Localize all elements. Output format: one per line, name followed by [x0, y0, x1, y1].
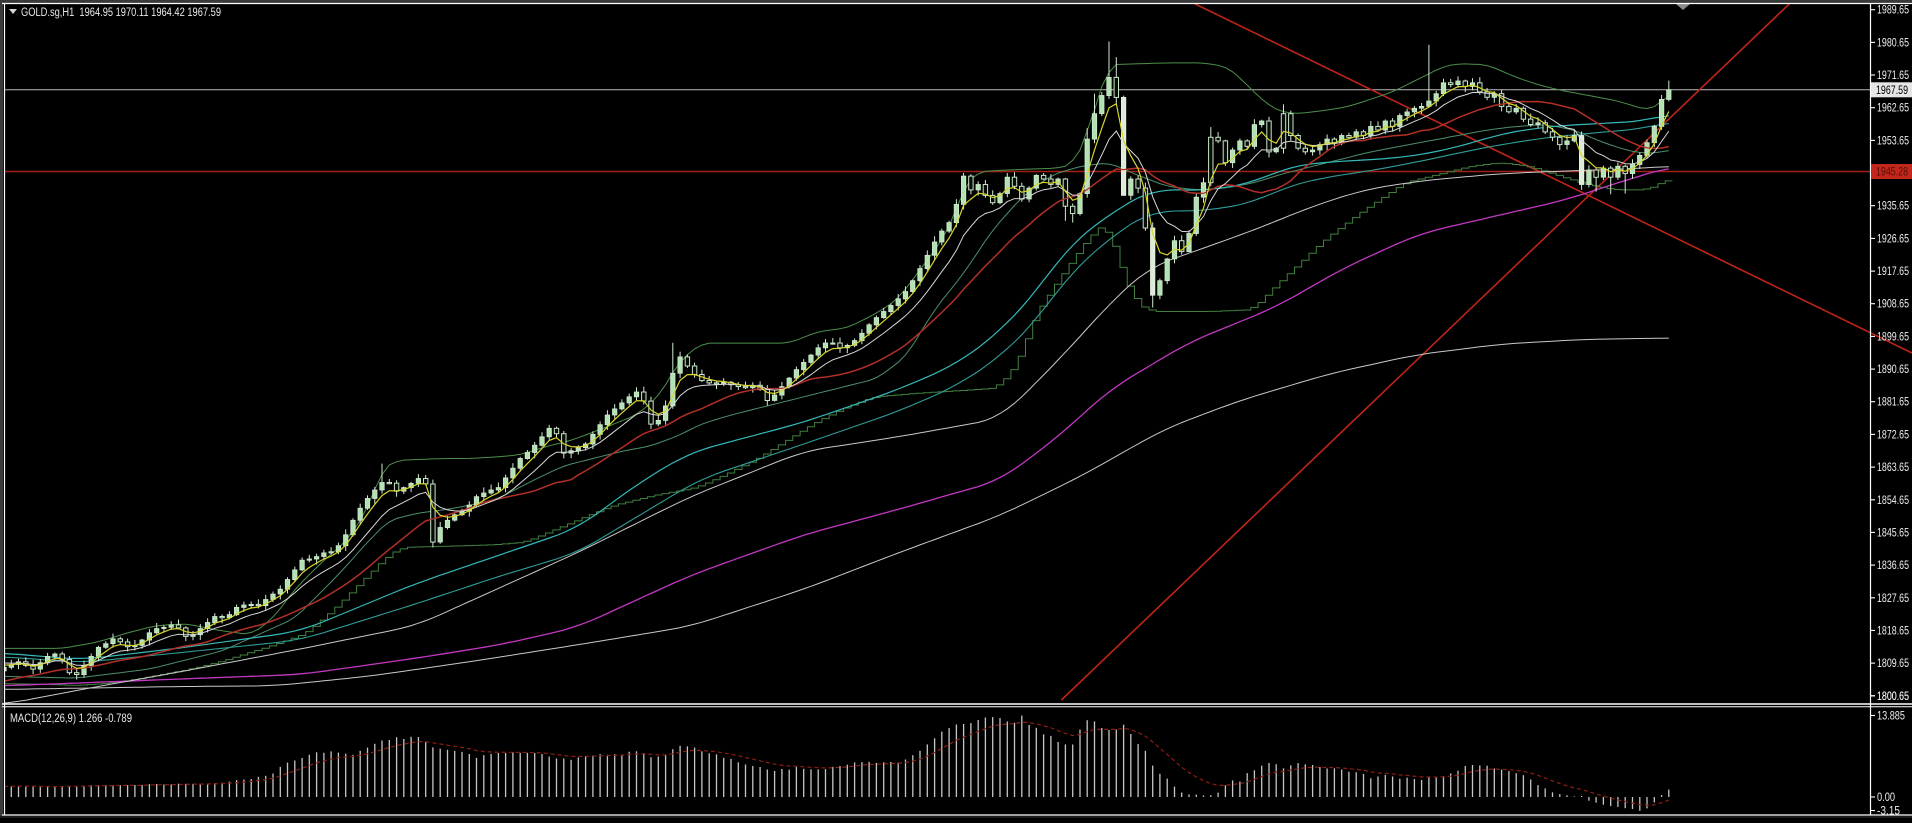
svg-text:1935.65: 1935.65	[1877, 201, 1909, 213]
svg-text:1800.65: 1800.65	[1877, 691, 1909, 703]
svg-text:1809.65: 1809.65	[1877, 658, 1909, 670]
svg-text:-3.15: -3.15	[1877, 806, 1900, 818]
svg-text:1908.65: 1908.65	[1877, 299, 1909, 311]
svg-text:1917.65: 1917.65	[1877, 266, 1909, 278]
svg-text:1890.65: 1890.65	[1877, 364, 1909, 376]
svg-text:13.885: 13.885	[1877, 711, 1905, 723]
svg-text:0.00: 0.00	[1877, 792, 1895, 804]
svg-text:1980.65: 1980.65	[1877, 37, 1909, 49]
svg-text:1899.65: 1899.65	[1877, 331, 1909, 343]
svg-text:GOLD.sg,H1 1964.95 1970.11 19: GOLD.sg,H1 1964.95 1970.11 1964.42 1967.…	[21, 7, 221, 19]
svg-text:1845.65: 1845.65	[1877, 527, 1909, 539]
svg-text:1962.65: 1962.65	[1877, 103, 1909, 115]
svg-text:1818.65: 1818.65	[1877, 625, 1909, 637]
svg-text:1926.65: 1926.65	[1877, 233, 1909, 245]
svg-text:1967.59: 1967.59	[1876, 85, 1908, 97]
svg-text:1836.65: 1836.65	[1877, 560, 1909, 572]
svg-text:1863.65: 1863.65	[1877, 462, 1909, 474]
svg-text:1989.65: 1989.65	[1877, 5, 1909, 17]
svg-text:1953.65: 1953.65	[1877, 135, 1909, 147]
svg-text:MACD(12,26,9) 1.266 -0.789: MACD(12,26,9) 1.266 -0.789	[10, 713, 132, 725]
svg-text:1971.65: 1971.65	[1877, 70, 1909, 82]
svg-text:1881.65: 1881.65	[1877, 397, 1909, 409]
svg-text:1945.28: 1945.28	[1876, 167, 1908, 179]
svg-text:1800.65: 1800.65	[1877, 691, 1909, 703]
svg-text:1872.65: 1872.65	[1877, 429, 1909, 441]
svg-text:1854.65: 1854.65	[1877, 495, 1909, 507]
svg-text:1827.65: 1827.65	[1877, 593, 1909, 605]
